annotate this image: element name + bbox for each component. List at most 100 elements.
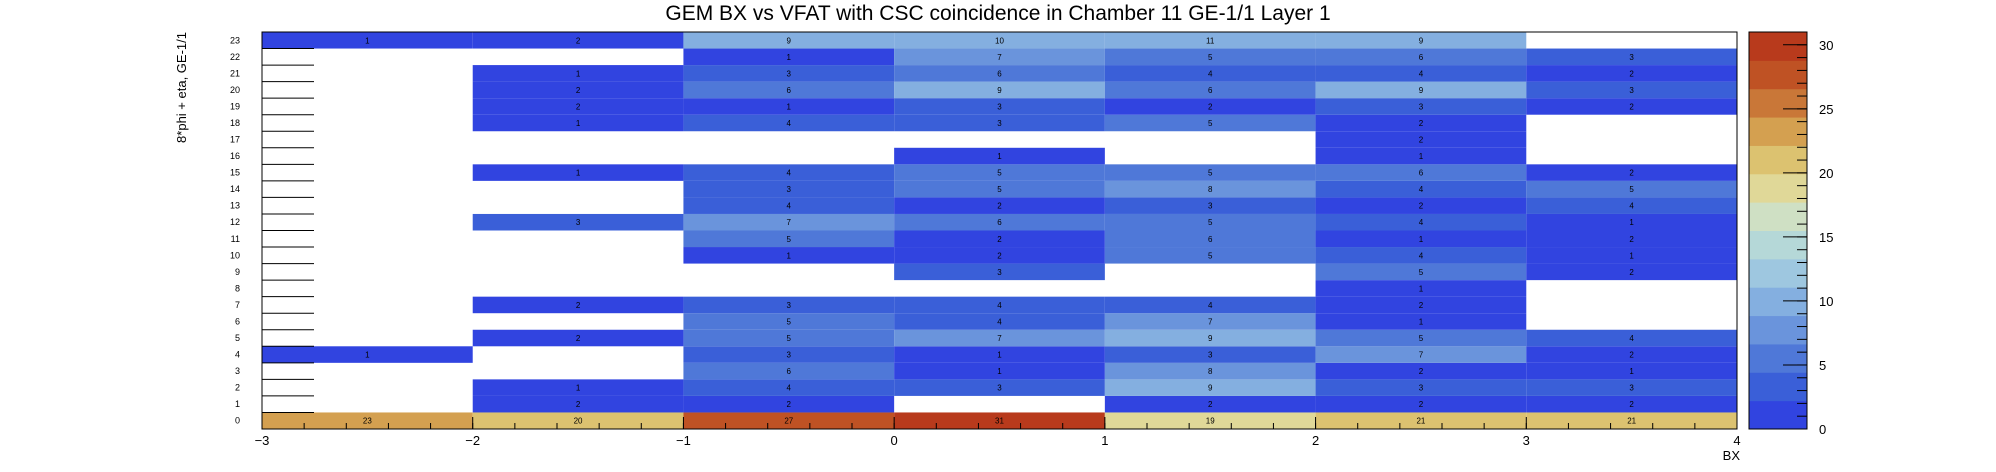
heatmap-cell xyxy=(1315,362,1527,380)
cell-value-label: 3 xyxy=(1419,384,1424,393)
heatmap-cell xyxy=(894,230,1105,248)
cell-value-label: 2 xyxy=(1419,202,1424,211)
heatmap-cell xyxy=(894,313,1105,330)
x-tick-label: 3 xyxy=(1523,433,1530,448)
colorbar-segment xyxy=(1749,287,1807,317)
cell-value-label: 3 xyxy=(576,218,581,227)
axes-layer: 01234567891011121314151617181920212223−3… xyxy=(230,31,1741,448)
heatmap-cell xyxy=(683,197,895,214)
cell-value-label: 2 xyxy=(576,301,581,310)
cell-value-label: 4 xyxy=(787,384,792,393)
cell-value-label: 5 xyxy=(1208,218,1213,227)
cell-value-label: 23 xyxy=(363,417,372,426)
heatmap-cell xyxy=(1526,263,1737,281)
cell-value-label: 1 xyxy=(997,367,1002,376)
cell-value-label: 2 xyxy=(576,102,581,111)
cell-value-label: 9 xyxy=(1419,86,1424,95)
cell-value-label: 9 xyxy=(997,86,1002,95)
cell-value-label: 2 xyxy=(1208,102,1213,111)
x-tick-label: −2 xyxy=(465,433,480,448)
y-tick-label: 5 xyxy=(235,333,240,343)
cell-value-label: 3 xyxy=(787,301,792,310)
heatmap-cell xyxy=(472,81,684,99)
colorbar-segment xyxy=(1749,32,1807,61)
cell-value-label: 1 xyxy=(787,53,792,62)
heatmap-cell xyxy=(894,197,1105,214)
heatmap-cell xyxy=(1526,164,1737,181)
colorbar-segment xyxy=(1749,202,1807,231)
heatmap-cell xyxy=(1315,313,1527,330)
y-axis-label: 8*phi + eta, GE-1/1 xyxy=(174,32,189,143)
cell-value-label: 2 xyxy=(576,36,581,45)
heatmap-cell xyxy=(1315,296,1527,314)
colorbar-segment xyxy=(1749,60,1807,90)
cell-value-label: 10 xyxy=(995,36,1004,45)
heatmap-cell xyxy=(894,164,1105,181)
cell-value-label: 2 xyxy=(576,86,581,95)
cell-value-label: 7 xyxy=(1208,317,1213,326)
colorbar-segment xyxy=(1749,230,1807,260)
heatmap-cell xyxy=(1526,213,1737,231)
cell-value-label: 3 xyxy=(1629,86,1634,95)
heatmap-cell xyxy=(683,81,895,99)
cell-value-label: 1 xyxy=(1419,152,1424,161)
heatmap-cell xyxy=(1104,81,1316,99)
cell-value-label: 3 xyxy=(787,185,792,194)
heatmap-cell xyxy=(683,362,895,380)
cell-value-label: 1 xyxy=(1419,284,1424,293)
colorbar-tick-label: 5 xyxy=(1819,358,1826,373)
cell-value-label: 9 xyxy=(1419,36,1424,45)
heatmap-cell xyxy=(472,213,684,231)
cell-value-label: 4 xyxy=(787,202,792,211)
cell-value-label: 2 xyxy=(1629,351,1634,360)
heatmap-cell xyxy=(1104,213,1316,231)
cell-value-label: 6 xyxy=(1208,86,1213,95)
heatmap-cell xyxy=(1315,32,1527,49)
colorbar-tick-label: 15 xyxy=(1819,230,1833,245)
heatmap-cell xyxy=(1526,180,1737,198)
cell-value-label: 3 xyxy=(787,351,792,360)
y-tick-label: 3 xyxy=(235,366,240,376)
cell-value-label: 1 xyxy=(576,119,581,128)
cell-value-label: 3 xyxy=(1208,351,1213,360)
heatmap-cell xyxy=(894,65,1105,82)
cell-value-label: 1 xyxy=(365,351,370,360)
cell-value-label: 2 xyxy=(997,235,1002,244)
cell-value-label: 5 xyxy=(1208,53,1213,62)
y-tick-label: 10 xyxy=(230,250,240,260)
heatmap-cell xyxy=(894,263,1105,281)
cell-value-label: 4 xyxy=(787,119,792,128)
heatmap-cell xyxy=(683,65,895,82)
cell-value-label: 4 xyxy=(1419,69,1424,78)
cell-value-label: 8 xyxy=(1208,367,1213,376)
colorbar-frame xyxy=(1748,31,1808,430)
colorbar-segment xyxy=(1749,343,1807,373)
y-tick-label: 11 xyxy=(231,234,240,244)
cell-value-label: 5 xyxy=(787,235,792,244)
cell-value-label: 4 xyxy=(997,317,1002,326)
cell-labels-layer: 23 20 27 31 19 21 212 2 2 2 21 4 3 9 3 36 1 8 2 11 3 1 3 7 22 5 7 9… xyxy=(363,36,1637,425)
cell-value-label: 2 xyxy=(1419,400,1424,409)
cell-value-label: 4 xyxy=(1419,185,1424,194)
cell-value-label: 3 xyxy=(1419,102,1424,111)
cell-value-label: 1 xyxy=(1419,235,1424,244)
heatmap-cell xyxy=(1315,379,1527,396)
heatmap-cell xyxy=(1104,180,1316,198)
y-tick-label: 15 xyxy=(230,168,240,178)
cell-value-label: 6 xyxy=(1208,235,1213,244)
cell-value-label: 31 xyxy=(995,417,1004,426)
y-tick-label: 21 xyxy=(230,68,240,78)
heatmap-cell xyxy=(1104,32,1316,49)
cell-value-label: 1 xyxy=(1629,218,1634,227)
y-tick-label: 7 xyxy=(235,300,240,310)
colorbar-tick-label: 25 xyxy=(1819,102,1833,117)
cell-value-label: 5 xyxy=(1208,169,1213,178)
cell-value-label: 5 xyxy=(787,334,792,343)
cell-value-label: 3 xyxy=(997,268,1002,277)
colorbar-segment xyxy=(1749,258,1807,288)
cells-layer xyxy=(262,32,1737,429)
cell-value-label: 21 xyxy=(1416,417,1425,426)
heatmap-cell xyxy=(1526,329,1737,347)
cell-value-label: 9 xyxy=(787,36,792,45)
cell-value-label: 4 xyxy=(1419,251,1424,260)
